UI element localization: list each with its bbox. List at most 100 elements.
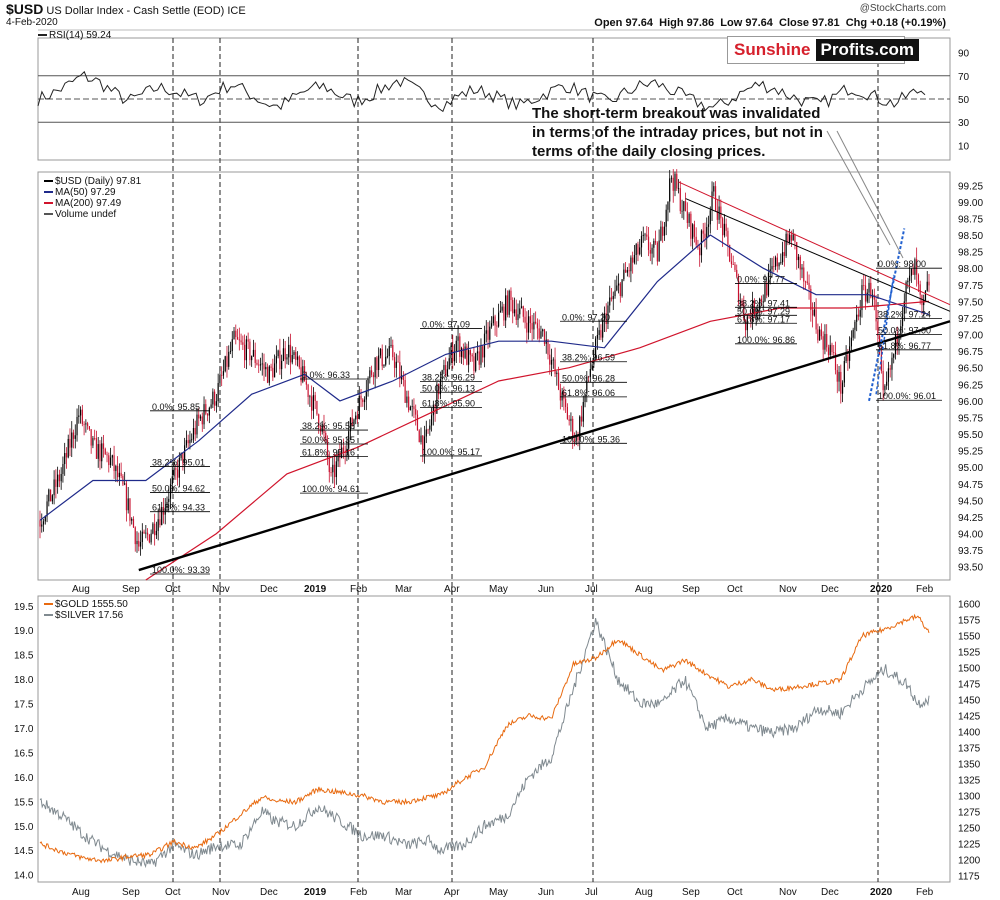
usd-candle-body: [884, 385, 886, 391]
usd-candle-body: [619, 283, 621, 296]
metals-x-tick: Oct: [165, 887, 181, 898]
usd-candle-body: [145, 532, 147, 534]
usd-candle-body: [221, 375, 223, 376]
usd-candle-body: [804, 281, 807, 283]
chart-date: 4-Feb-2020: [6, 17, 58, 28]
usd-candle-body: [864, 285, 867, 302]
usd-candle-body: [635, 244, 637, 256]
metals-x-tick: Mar: [395, 887, 413, 898]
usd-candle-body: [166, 501, 168, 509]
usd-candle-body: [780, 262, 782, 264]
metals-legend: $GOLD 1555.50 $SILVER 17.56: [44, 599, 128, 621]
usd-tick-label: 96.25: [958, 380, 983, 391]
usd-candle-body: [792, 234, 794, 241]
usd-candle-body: [688, 213, 690, 223]
usd-candle-body: [468, 350, 470, 365]
usd-candle-body: [686, 211, 688, 223]
usd-candle-body: [415, 409, 417, 415]
chart-title-line: $USD US Dollar Index - Cash Settle (EOD)…: [6, 1, 246, 17]
usd-candle-body: [766, 283, 768, 296]
usd-candle-body: [117, 465, 119, 478]
usd-x-tick: Aug: [72, 584, 90, 595]
fib-level-label: 61.8%: 95.16: [302, 448, 355, 458]
usd-candle-body: [148, 534, 150, 543]
usd-candle-body: [386, 356, 389, 357]
fib-group-2: 0.0%: 96.33 38.2%: 95.56 50.0%: 95.35 61.8%…: [300, 370, 368, 494]
usd-tick-label: 94.25: [958, 513, 983, 524]
usd-candle-body: [845, 354, 847, 361]
usd-x-tick: Mar: [395, 584, 413, 595]
usd-candle-body: [711, 191, 713, 211]
usd-candle-body: [455, 340, 457, 352]
usd-tick-label: 96.00: [958, 397, 983, 408]
fib-level-label: 38.2%: 95.56: [302, 421, 355, 431]
usd-candle-body: [256, 362, 258, 365]
usd-candle-body: [397, 361, 399, 363]
usd-candle-body: [526, 322, 528, 333]
usd-candle-body: [914, 259, 916, 275]
usd-candle-body: [87, 423, 89, 427]
usd-candle-body: [900, 326, 902, 334]
usd-candle-body: [543, 329, 546, 344]
gold-tick-label: 1450: [958, 696, 981, 707]
fib-level-label: 38.2%: 97.24: [878, 310, 931, 320]
usd-candle-body: [411, 406, 413, 408]
usd-candle-body: [838, 371, 840, 382]
usd-candle-body: [616, 285, 618, 291]
usd-candle-body: [111, 455, 113, 458]
gold-tick-label: 1175: [958, 872, 980, 883]
usd-candle-body: [443, 365, 445, 371]
usd-candle-body: [53, 479, 55, 496]
usd-candle-body: [565, 398, 567, 408]
usd-candle-body: [51, 495, 53, 502]
brand-logo: Sunshine Profits.com: [727, 36, 920, 64]
usd-candle-body: [498, 312, 500, 327]
silver-tick-label: 19.0: [14, 626, 34, 637]
usd-tick-label: 96.50: [958, 364, 983, 375]
usd-candle-body: [245, 339, 247, 361]
usd-candle-body: [743, 303, 745, 320]
usd-x-tick: Jul: [585, 584, 598, 595]
usd-candle-body: [199, 416, 202, 419]
usd-candle-body: [781, 252, 784, 263]
metals-x-tick: Aug: [72, 887, 90, 898]
fib-group-1: 0.0%: 95.85 38.2%: 95.01 50.0%: 94.62 61.8%…: [150, 402, 210, 575]
usd-candle-body: [713, 186, 715, 192]
usd-candle-body: [330, 472, 332, 473]
usd-candle-body: [917, 274, 920, 285]
usd-candle-body: [815, 309, 817, 330]
usd-candle-body: [138, 540, 140, 547]
usd-candle-body: [736, 269, 738, 277]
usd-candle-body: [309, 396, 311, 398]
fib-level-label: 100.0%: 93.39: [152, 565, 210, 575]
usd-candle-body: [132, 518, 135, 528]
usd-candle-body: [282, 348, 285, 361]
usd-candle-body: [441, 370, 443, 379]
usd-candle-body: [538, 328, 540, 339]
gold-tick-label: 1525: [958, 648, 981, 659]
silver-tick-label: 16.0: [14, 773, 34, 784]
usd-candle-body: [870, 282, 872, 298]
usd-candle-body: [524, 316, 526, 323]
fib-level-label: 100.0%: 95.17: [422, 447, 480, 457]
fib-level-label: 50.0%: 96.13: [422, 383, 475, 393]
silver-tick-label: 19.5: [14, 602, 34, 613]
usd-candle-body: [475, 353, 477, 371]
usd-candle-body: [811, 310, 814, 316]
usd-candle-body: [416, 414, 419, 431]
usd-candle-body: [39, 520, 41, 527]
usd-candle-body: [603, 313, 606, 321]
metals-x-tick: Jun: [538, 887, 554, 898]
metals-x-tick: Nov: [779, 887, 797, 898]
usd-candle-body: [840, 371, 842, 394]
usd-candle-body: [873, 294, 875, 300]
usd-candle-body: [572, 418, 574, 440]
usd-candle-body: [314, 395, 316, 401]
silver-tick-label: 14.5: [14, 846, 34, 857]
panel-frame-2: [37, 171, 951, 581]
fib-level-label: 50.0%: 97.00: [878, 326, 931, 336]
usd-candle-body: [289, 344, 292, 363]
usd-candle-body: [296, 356, 299, 360]
usd-candle-body: [584, 393, 586, 403]
usd-candle-body: [395, 361, 397, 368]
